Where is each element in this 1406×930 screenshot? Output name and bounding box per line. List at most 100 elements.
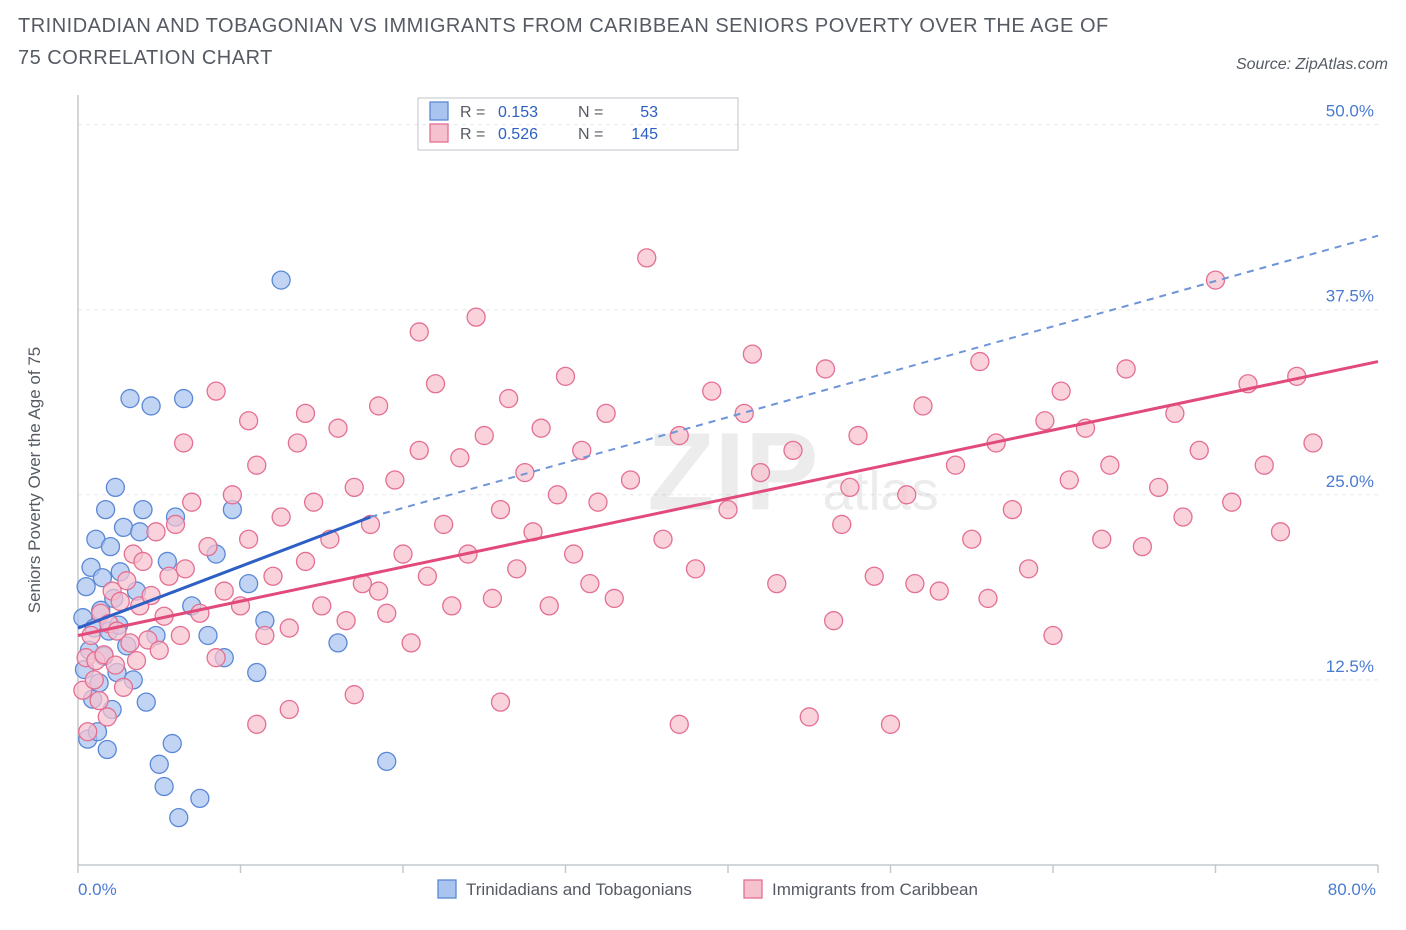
legend-r-value: 0.526 bbox=[498, 126, 538, 143]
scatter-point bbox=[256, 626, 274, 644]
y-tick-label: 12.5% bbox=[1326, 657, 1374, 676]
scatter-point bbox=[378, 604, 396, 622]
scatter-point bbox=[1190, 441, 1208, 459]
scatter-point bbox=[329, 419, 347, 437]
scatter-point bbox=[971, 353, 989, 371]
scatter-point bbox=[329, 634, 347, 652]
scatter-point bbox=[280, 619, 298, 637]
scatter-point bbox=[90, 692, 108, 710]
scatter-point bbox=[410, 323, 428, 341]
scatter-point bbox=[1174, 508, 1192, 526]
legend-swatch bbox=[430, 124, 448, 142]
scatter-point bbox=[687, 560, 705, 578]
scatter-point bbox=[825, 612, 843, 630]
scatter-point bbox=[106, 656, 124, 674]
scatter-point bbox=[865, 567, 883, 585]
scatter-point bbox=[305, 493, 323, 511]
scatter-point bbox=[272, 508, 290, 526]
scatter-point bbox=[500, 390, 518, 408]
scatter-point bbox=[137, 693, 155, 711]
scatter-point bbox=[735, 404, 753, 422]
scatter-point bbox=[394, 545, 412, 563]
scatter-point bbox=[540, 597, 558, 615]
scatter-point bbox=[115, 678, 133, 696]
scatter-point bbox=[605, 589, 623, 607]
scatter-point bbox=[622, 471, 640, 489]
scatter-point bbox=[345, 478, 363, 496]
scatter-point bbox=[131, 523, 149, 541]
scatter-point bbox=[147, 523, 165, 541]
watermark: ZIPatlas bbox=[647, 411, 938, 534]
scatter-point bbox=[313, 597, 331, 615]
scatter-point bbox=[370, 397, 388, 415]
scatter-point bbox=[248, 456, 266, 474]
scatter-point bbox=[98, 708, 116, 726]
scatter-point bbox=[150, 641, 168, 659]
scatter-point bbox=[451, 449, 469, 467]
scatter-point bbox=[297, 404, 315, 422]
scatter-point bbox=[492, 693, 510, 711]
scatter-point bbox=[386, 471, 404, 489]
scatter-point bbox=[163, 735, 181, 753]
scatter-point bbox=[142, 397, 160, 415]
x-tick-label: 0.0% bbox=[78, 880, 117, 899]
scatter-point bbox=[1117, 360, 1135, 378]
scatter-point bbox=[1272, 523, 1290, 541]
scatter-point bbox=[1052, 382, 1070, 400]
scatter-point bbox=[207, 382, 225, 400]
scatter-point bbox=[581, 575, 599, 593]
scatter-point bbox=[160, 567, 178, 585]
scatter-point bbox=[134, 552, 152, 570]
scatter-point bbox=[930, 582, 948, 600]
scatter-point bbox=[508, 560, 526, 578]
scatter-point bbox=[800, 708, 818, 726]
scatter-point bbox=[410, 441, 428, 459]
scatter-point bbox=[167, 515, 185, 533]
trend-line bbox=[78, 362, 1378, 636]
scatter-point bbox=[817, 360, 835, 378]
legend-n-label: N = bbox=[578, 104, 603, 121]
scatter-point bbox=[443, 597, 461, 615]
scatter-point bbox=[849, 427, 867, 445]
scatter-point bbox=[654, 530, 672, 548]
scatter-point bbox=[589, 493, 607, 511]
x-tick-label: 80.0% bbox=[1328, 880, 1376, 899]
legend-series-label: Immigrants from Caribbean bbox=[772, 880, 978, 899]
scatter-point bbox=[719, 501, 737, 519]
scatter-point bbox=[833, 515, 851, 533]
scatter-point bbox=[370, 582, 388, 600]
legend-swatch bbox=[744, 880, 762, 898]
scatter-point bbox=[77, 578, 95, 596]
scatter-point bbox=[947, 456, 965, 474]
scatter-point bbox=[337, 612, 355, 630]
scatter-point bbox=[171, 626, 189, 644]
legend-swatch bbox=[438, 880, 456, 898]
scatter-point bbox=[1255, 456, 1273, 474]
scatter-point bbox=[906, 575, 924, 593]
scatter-point bbox=[548, 486, 566, 504]
scatter-point bbox=[199, 538, 217, 556]
scatter-point bbox=[207, 649, 225, 667]
scatter-point bbox=[118, 572, 136, 590]
scatter-point bbox=[914, 397, 932, 415]
scatter-point bbox=[1060, 471, 1078, 489]
scatter-point bbox=[223, 486, 241, 504]
chart-title: TRINIDADIAN AND TOBAGONIAN VS IMMIGRANTS… bbox=[18, 10, 1138, 74]
scatter-point bbox=[841, 478, 859, 496]
scatter-point bbox=[979, 589, 997, 607]
y-tick-label: 50.0% bbox=[1326, 102, 1374, 121]
scatter-point bbox=[475, 427, 493, 445]
scatter-point bbox=[280, 701, 298, 719]
scatter-point bbox=[176, 560, 194, 578]
scatter-point bbox=[1036, 412, 1054, 430]
scatter-point bbox=[199, 626, 217, 644]
scatter-point bbox=[102, 538, 120, 556]
scatter-point bbox=[191, 789, 209, 807]
scatter-point bbox=[1093, 530, 1111, 548]
scatter-point bbox=[111, 592, 129, 610]
scatter-point bbox=[155, 778, 173, 796]
scatter-point bbox=[532, 419, 550, 437]
legend-n-value: 145 bbox=[631, 126, 658, 143]
scatter-point bbox=[557, 367, 575, 385]
scatter-point bbox=[565, 545, 583, 563]
